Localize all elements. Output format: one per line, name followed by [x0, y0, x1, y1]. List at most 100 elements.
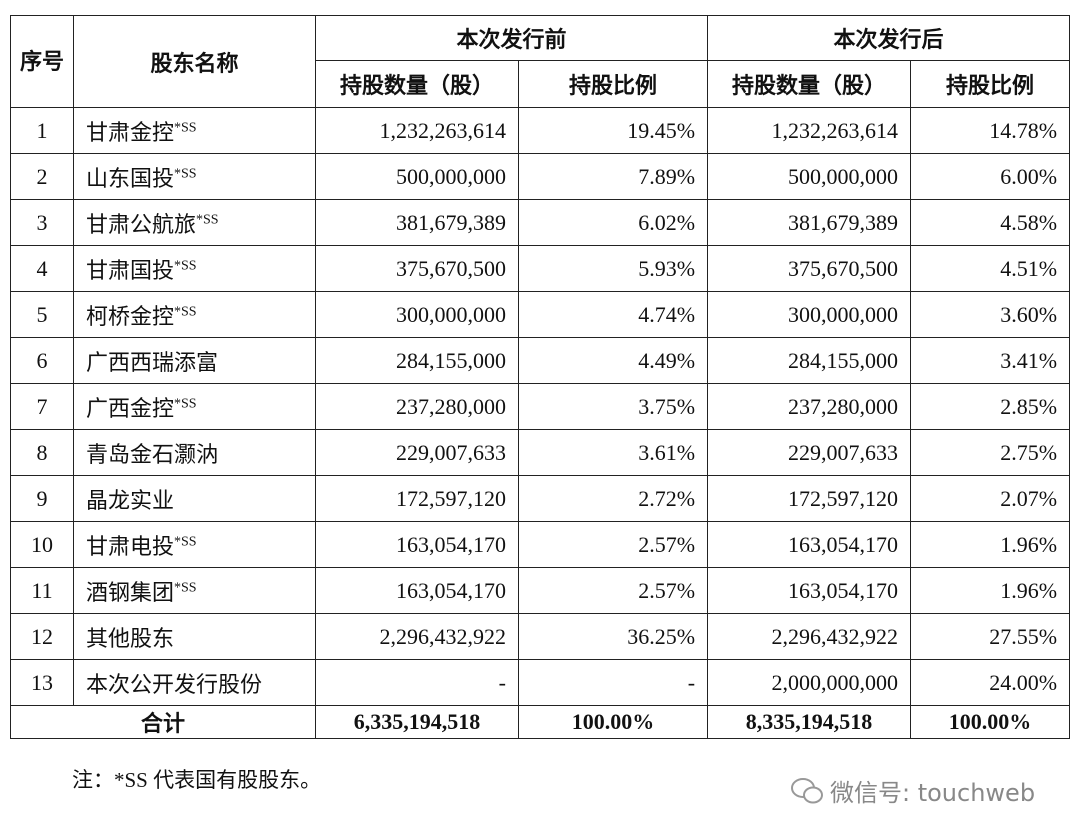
after-pct: 2.75% [910, 429, 1071, 476]
before-pct: 36.25% [517, 613, 709, 660]
row-no: 5 [10, 291, 74, 338]
before-pct: 3.75% [517, 383, 709, 430]
after-pct: 2.07% [910, 475, 1071, 522]
row-mark: *SS [174, 258, 197, 274]
after-pct: 3.41% [910, 337, 1071, 384]
table-row: 2 山东国投*SS 500,000,000 7.89% 500,000,000 6.00% [10, 153, 1071, 200]
row-name: 广西西瑞添富 [86, 349, 219, 375]
row-mark: *SS [174, 166, 197, 182]
after-pct: 6.00% [910, 153, 1071, 200]
header-before-shares: 持股数量（股） [315, 60, 519, 108]
after-shares: 163,054,170 [707, 521, 912, 568]
header-after-pct: 持股比例 [910, 60, 1071, 108]
after-pct: 14.78% [910, 107, 1071, 154]
row-name: 山东国投 [86, 165, 175, 191]
shareholder-table: 序号 股东名称 本次发行前 本次发行后 持股数量（股） 持股比例 持股数量（股）… [10, 15, 1071, 739]
after-pct: 1.96% [910, 521, 1071, 568]
table-row: 7 广西金控*SS 237,280,000 3.75% 237,280,000 2.85% [10, 383, 1071, 430]
header-after-shares: 持股数量（股） [707, 60, 912, 108]
table-row: 5 柯桥金控*SS 300,000,000 4.74% 300,000,000 3.60% [10, 291, 1071, 338]
row-name-cell: 广西西瑞添富 [73, 337, 316, 384]
total-label: 合计 [10, 705, 316, 739]
after-shares: 229,007,633 [707, 429, 912, 476]
table-row: 10 甘肃电投*SS 163,054,170 2.57% 163,054,170 1.96… [10, 521, 1071, 568]
note: 注：*SS 代表国有股股东。 [72, 768, 322, 792]
table-body: 1 甘肃金控*SS 1,232,263,614 19.45% 1,232,263,614… [10, 107, 1071, 706]
after-shares: 237,280,000 [707, 383, 912, 430]
before-shares: - [315, 659, 519, 706]
after-pct: 3.60% [910, 291, 1071, 338]
after-shares: 1,232,263,614 [707, 107, 912, 154]
before-pct: 4.74% [517, 291, 709, 338]
row-name-cell: 甘肃国投*SS [73, 245, 316, 292]
before-pct: 7.89% [517, 153, 709, 200]
row-no: 13 [10, 659, 74, 706]
row-mark: *SS [174, 580, 197, 596]
before-shares: 381,679,389 [315, 199, 519, 246]
before-shares: 1,232,263,614 [315, 107, 519, 154]
before-shares: 284,155,000 [315, 337, 519, 384]
after-pct: 2.85% [910, 383, 1071, 430]
after-shares: 381,679,389 [707, 199, 912, 246]
before-pct: 2.72% [517, 475, 709, 522]
row-no: 4 [10, 245, 74, 292]
row-no: 10 [10, 521, 74, 568]
row-mark: *SS [174, 396, 197, 412]
before-shares: 237,280,000 [315, 383, 519, 430]
row-name: 广西金控 [86, 395, 175, 421]
row-name: 其他股东 [86, 625, 175, 651]
row-name-cell: 广西金控*SS [73, 383, 316, 430]
row-name-cell: 青岛金石灏汭 [73, 429, 316, 476]
row-name-cell: 甘肃金控*SS [73, 107, 316, 154]
after-pct: 24.00% [910, 659, 1071, 706]
row-name-cell: 晶龙实业 [73, 475, 316, 522]
after-shares: 172,597,120 [707, 475, 912, 522]
total-after-shares: 8,335,194,518 [707, 705, 912, 739]
after-pct: 4.51% [910, 245, 1071, 292]
row-no: 11 [10, 567, 74, 614]
row-no: 7 [10, 383, 74, 430]
table-row: 8 青岛金石灏汭 229,007,633 3.61% 229,007,633 2.75% [10, 429, 1071, 476]
before-shares: 163,054,170 [315, 521, 519, 568]
row-no: 2 [10, 153, 74, 200]
header-before-pct: 持股比例 [517, 60, 709, 108]
table-row: 6 广西西瑞添富 284,155,000 4.49% 284,155,000 3.41% [10, 337, 1071, 384]
header-after: 本次发行后 [707, 15, 1071, 61]
row-no: 1 [10, 107, 74, 154]
header-name: 股东名称 [73, 15, 316, 108]
header-before: 本次发行前 [314, 15, 709, 61]
before-pct: 2.57% [517, 567, 709, 614]
before-pct: 5.93% [517, 245, 709, 292]
row-no: 12 [10, 613, 74, 660]
after-shares: 284,155,000 [707, 337, 912, 384]
row-no: 6 [10, 337, 74, 384]
after-shares: 375,670,500 [707, 245, 912, 292]
watermark-text: 微信号: touchweb [830, 779, 1036, 807]
table-row: 3 甘肃公航旅*SS 381,679,389 6.02% 381,679,389 4.58… [10, 199, 1071, 246]
row-mark: *SS [174, 304, 197, 320]
row-name-cell: 甘肃公航旅*SS [73, 199, 316, 246]
after-pct: 27.55% [910, 613, 1071, 660]
row-name-cell: 柯桥金控*SS [73, 291, 316, 338]
before-shares: 229,007,633 [315, 429, 519, 476]
row-name: 甘肃公航旅 [86, 211, 197, 237]
row-name: 甘肃电投 [86, 533, 175, 559]
watermark: 微信号: touchweb [790, 773, 1035, 808]
row-name-cell: 甘肃电投*SS [73, 521, 316, 568]
table-row: 9 晶龙实业 172,597,120 2.72% 172,597,120 2.07% [10, 475, 1071, 522]
before-shares: 300,000,000 [315, 291, 519, 338]
row-name: 晶龙实业 [86, 487, 175, 513]
before-pct: 3.61% [517, 429, 709, 476]
total-before-pct: 100.00% [517, 705, 709, 739]
before-pct: 4.49% [517, 337, 709, 384]
after-shares: 163,054,170 [707, 567, 912, 614]
after-shares: 2,296,432,922 [707, 613, 912, 660]
wechat-icon [791, 777, 823, 803]
before-pct: 6.02% [517, 199, 709, 246]
before-pct: 2.57% [517, 521, 709, 568]
after-shares: 2,000,000,000 [707, 659, 912, 706]
row-no: 3 [10, 199, 74, 246]
row-name: 青岛金石灏汭 [86, 441, 219, 467]
row-name: 柯桥金控 [86, 303, 175, 329]
